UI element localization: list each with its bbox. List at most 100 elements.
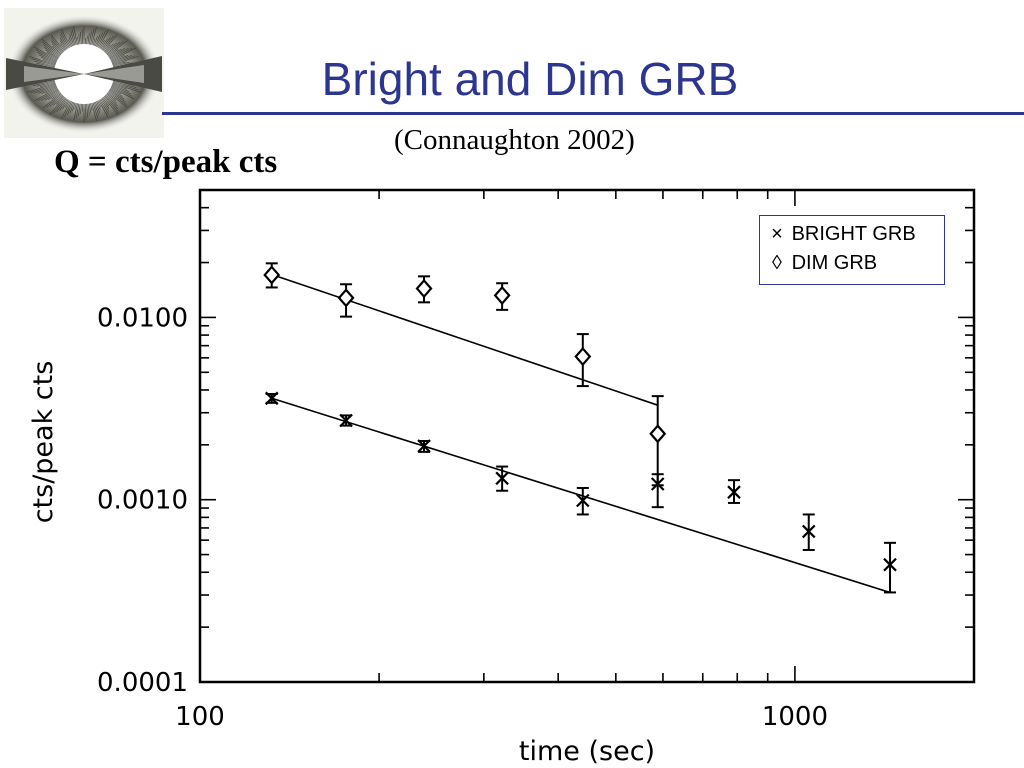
logo-ray: [100, 93, 119, 115]
logo-ray: [112, 61, 127, 67]
logo-ray: [108, 87, 124, 97]
title-rule: [162, 112, 1024, 115]
x-tick-label: 100: [175, 702, 225, 732]
diamond-marker: [337, 288, 355, 308]
logo-ray: [111, 82, 141, 93]
logo-ray: [41, 85, 59, 94]
logo-ray: [100, 34, 118, 55]
logo-ray: [43, 46, 62, 59]
legend-diamond-marker-icon: ◊: [772, 252, 782, 274]
grb-jet-logo-icon: [4, 8, 164, 138]
dim-grb-point: [415, 275, 433, 304]
logo-ray: [33, 60, 56, 67]
bright-grb-point: [264, 391, 279, 406]
chart-legend: × BRIGHT GRB ◊ DIM GRB: [759, 215, 945, 285]
logo-ray: [112, 61, 130, 67]
x-marker: [495, 471, 509, 486]
logo-ray: [35, 49, 59, 62]
x-marker: [576, 493, 590, 508]
logo-ray: [103, 41, 121, 57]
logo-ray: [42, 58, 57, 65]
dim-grb-point: [493, 282, 511, 311]
logo-ray: [108, 87, 122, 95]
logo-ray: [50, 34, 68, 55]
logo-ray: [109, 54, 125, 63]
logo-ray: [49, 93, 68, 115]
legend-x-marker-icon: ×: [771, 223, 783, 245]
dim-grb-point: [337, 283, 355, 318]
logo-ray: [37, 52, 59, 63]
logo-ray: [37, 87, 60, 102]
logo-ray: [106, 48, 122, 59]
logo-ray: [110, 54, 129, 64]
logo-ray: [44, 86, 59, 94]
logo-ray: [42, 44, 62, 59]
x-marker: [417, 439, 431, 453]
slide-title: Bright and Dim GRB: [321, 53, 739, 105]
bright-grb-point: [801, 513, 816, 551]
diamond-marker: [263, 265, 281, 285]
y-tick-label: 0.0100: [97, 303, 188, 333]
logo-ray: [44, 89, 62, 101]
logo-ray: [111, 83, 128, 90]
logo-ray: [39, 81, 56, 88]
logo-ray: [49, 92, 65, 107]
formula-label: Q = cts/peak cts: [54, 144, 278, 180]
diamond-marker: [415, 278, 433, 299]
logo-ray: [106, 89, 127, 105]
bright-grb-point: [727, 479, 741, 504]
logo-ray: [105, 90, 128, 108]
x-marker: [264, 391, 279, 406]
logo-ray: [111, 55, 136, 65]
bright-grb-point: [339, 413, 353, 428]
logo-ray: [102, 92, 119, 109]
logo-ray: [30, 83, 57, 94]
logo-ray: [106, 89, 126, 103]
logo-ray: [109, 47, 136, 62]
dim-grb-point: [574, 333, 592, 388]
logo-ray: [40, 56, 58, 64]
logo-ray: [101, 93, 119, 112]
diamond-marker: [574, 346, 592, 367]
logo-ray: [31, 58, 56, 67]
logo-ray: [42, 41, 63, 58]
logo-ray: [104, 40, 124, 58]
bright-grb-point: [495, 465, 509, 492]
logo-ray: [41, 88, 61, 101]
logo-ray: [110, 84, 131, 95]
diamond-marker: [493, 285, 511, 306]
legend-label-bright: BRIGHT GRB: [791, 223, 916, 245]
logo-ray: [45, 49, 61, 60]
logo-ray: [112, 81, 139, 91]
bright-grb-point: [883, 541, 897, 594]
citation: (Connaughton 2002): [394, 124, 635, 156]
logo-ray: [109, 86, 135, 100]
logo-ray: [48, 89, 62, 101]
fit-line: [271, 397, 891, 594]
plot-frame: [198, 188, 976, 684]
logo-ray: [107, 48, 126, 60]
logo-ray: [41, 38, 64, 58]
logo-ray: [105, 40, 128, 58]
y-axis-label: cts/peak cts: [28, 361, 59, 524]
x-tick-label: 1000: [762, 702, 828, 732]
logo-ray: [110, 55, 132, 64]
logo-ray: [29, 55, 57, 66]
bright-grb-point: [576, 486, 590, 516]
fit-line: [271, 273, 658, 406]
logo-ray: [38, 54, 58, 64]
logo-ray: [46, 91, 65, 108]
legend-entry-dim: ◊ DIM GRB: [768, 249, 944, 278]
bright-grb-point: [417, 439, 431, 453]
logo-ray: [107, 88, 125, 100]
logo-ray: [34, 46, 60, 61]
logo-ray: [112, 81, 137, 88]
x-axis-label: time (sec): [519, 736, 655, 767]
logo-ray: [46, 52, 60, 61]
logo-ray: [35, 62, 56, 68]
logo-ray: [27, 82, 57, 93]
logo-ray: [108, 47, 129, 61]
logo-ray: [36, 81, 56, 87]
logo-ray: [50, 37, 67, 55]
